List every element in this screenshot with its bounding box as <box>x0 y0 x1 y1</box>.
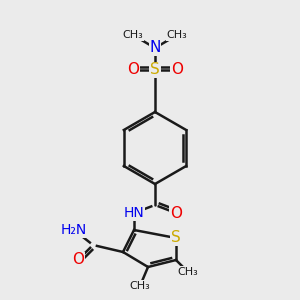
Text: CH₃: CH₃ <box>130 281 150 291</box>
Text: CH₃: CH₃ <box>123 30 143 40</box>
Text: CH₃: CH₃ <box>178 267 198 277</box>
Text: CH₃: CH₃ <box>167 30 188 40</box>
Text: H₂N: H₂N <box>61 223 87 237</box>
Text: S: S <box>171 230 181 245</box>
Text: O: O <box>170 206 182 220</box>
Text: O: O <box>127 62 139 77</box>
Text: N: N <box>149 40 161 56</box>
Text: O: O <box>72 253 84 268</box>
Text: S: S <box>150 62 160 77</box>
Text: HN: HN <box>124 206 144 220</box>
Text: O: O <box>171 62 183 77</box>
